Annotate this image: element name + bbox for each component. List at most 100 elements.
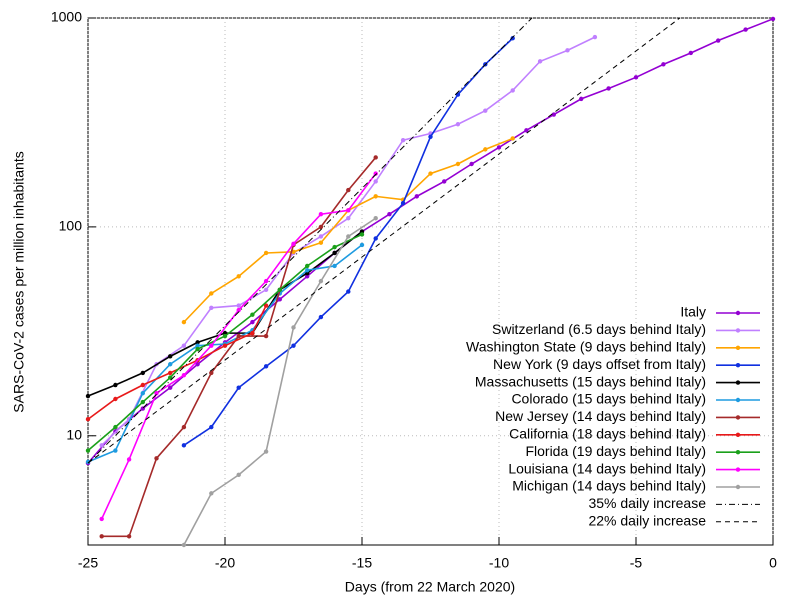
point	[346, 187, 351, 193]
point	[140, 399, 145, 405]
point	[633, 75, 639, 80]
point	[209, 370, 214, 376]
point	[99, 443, 104, 448]
point	[236, 307, 241, 313]
point	[455, 161, 461, 167]
point	[236, 274, 241, 279]
point	[743, 27, 748, 32]
point	[483, 147, 488, 152]
point	[126, 534, 132, 539]
x-tick-label: 0	[769, 555, 777, 571]
point	[373, 236, 378, 241]
legend-marker	[735, 310, 741, 316]
point	[346, 208, 351, 213]
point	[209, 305, 214, 310]
point	[181, 424, 187, 430]
point	[99, 516, 104, 522]
legend-label: Colorado (15 days behind Italy)	[511, 391, 706, 407]
point	[250, 330, 255, 336]
point	[359, 232, 365, 237]
y-tick-label: 10	[66, 426, 82, 442]
point	[181, 443, 187, 448]
point	[291, 241, 296, 246]
point	[400, 200, 406, 206]
point	[537, 59, 543, 64]
point	[455, 122, 461, 127]
point	[510, 88, 515, 93]
point	[263, 364, 269, 369]
point	[168, 385, 173, 390]
legend-label: Louisiana (14 days behind Italy)	[508, 460, 706, 476]
series-line	[87, 17, 681, 464]
legend-marker	[735, 328, 741, 333]
legend-label: Michigan (14 days behind Italy)	[512, 478, 706, 494]
point	[195, 340, 200, 345]
point	[565, 48, 570, 53]
series-line	[87, 305, 267, 420]
y-tick-label: 1000	[51, 9, 82, 25]
point	[346, 216, 351, 221]
point	[373, 155, 378, 160]
point	[606, 86, 611, 91]
point	[85, 417, 91, 422]
point	[305, 268, 310, 273]
point	[154, 390, 159, 396]
point	[113, 448, 118, 453]
point	[113, 382, 118, 388]
point	[318, 212, 324, 217]
series-line	[87, 17, 533, 464]
point	[99, 534, 104, 539]
legend-label: 22% daily increase	[588, 513, 706, 529]
legend-marker	[735, 484, 741, 490]
point	[140, 370, 145, 376]
point	[277, 287, 282, 292]
point	[250, 319, 255, 325]
point	[291, 325, 296, 330]
point	[442, 179, 447, 184]
point	[263, 303, 269, 308]
point	[126, 457, 132, 462]
point	[387, 212, 392, 217]
x-tick-label: -20	[215, 555, 235, 571]
legend-marker	[735, 345, 741, 350]
point	[483, 108, 488, 113]
point	[277, 297, 282, 302]
point	[400, 138, 406, 143]
legend-marker	[735, 415, 741, 420]
point	[332, 250, 337, 256]
point	[770, 16, 776, 22]
point	[209, 491, 214, 496]
point	[318, 278, 324, 284]
point	[579, 96, 584, 102]
legend-label: New Jersey (14 days behind Italy)	[495, 408, 706, 424]
legend-label: Massachusetts (15 days behind Italy)	[475, 373, 706, 389]
point	[469, 161, 474, 167]
point	[236, 333, 241, 339]
y-axis-label: SARS-CoV-2 cases per million inhabitants	[11, 151, 27, 412]
point	[209, 424, 214, 430]
legend-label: Italy	[680, 304, 706, 320]
point	[428, 171, 433, 176]
point	[154, 456, 159, 461]
point	[168, 370, 173, 376]
legend-label: New York (9 days offset from Italy)	[493, 356, 706, 372]
point	[688, 50, 693, 56]
legend-marker	[735, 380, 741, 385]
point	[510, 136, 515, 141]
series-line	[87, 18, 774, 464]
point	[263, 278, 269, 284]
legend-marker	[735, 450, 741, 455]
series-line	[183, 217, 377, 546]
point	[373, 171, 378, 176]
point	[140, 382, 145, 388]
legend-marker	[735, 397, 741, 403]
point	[428, 134, 433, 139]
point	[263, 449, 269, 454]
point	[195, 362, 200, 367]
legend-marker	[735, 467, 741, 472]
point	[181, 372, 187, 378]
y-tick-label: 100	[59, 218, 83, 234]
series-line	[183, 137, 513, 323]
point	[209, 343, 214, 348]
